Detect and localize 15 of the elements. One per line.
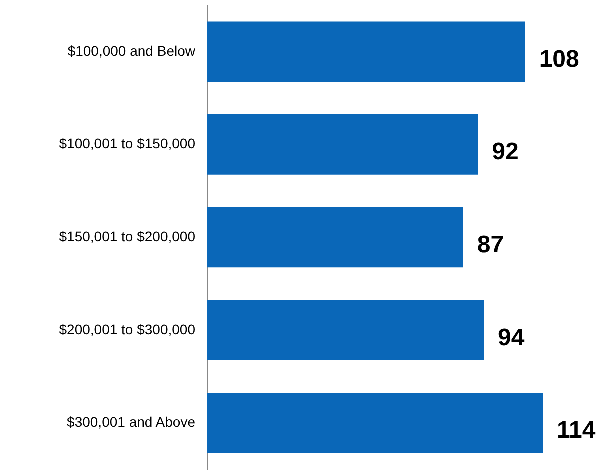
bar bbox=[207, 300, 484, 360]
data-label: 92 bbox=[492, 138, 519, 166]
y-tick-label: $150,001 to $200,000 bbox=[59, 228, 196, 244]
data-label: 94 bbox=[498, 324, 526, 352]
y-tick-label: $100,001 to $150,000 bbox=[59, 136, 196, 152]
data-label: 87 bbox=[477, 232, 504, 258]
bar bbox=[207, 392, 543, 454]
bar bbox=[207, 207, 464, 268]
bar bbox=[207, 114, 478, 175]
data-label: 108 bbox=[539, 46, 580, 73]
y-tick-label: $200,001 to $300,000 bbox=[59, 321, 196, 338]
data-label: 114 bbox=[557, 417, 596, 444]
bar bbox=[207, 22, 526, 82]
y-tick-label: $100,000 and Below bbox=[68, 42, 196, 59]
y-tick-label: $300,001 and Above bbox=[67, 414, 196, 430]
